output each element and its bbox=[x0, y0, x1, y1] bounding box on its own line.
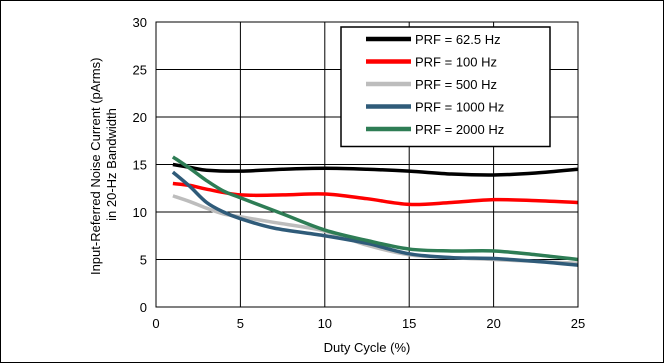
legend-label: PRF = 500 Hz bbox=[415, 77, 497, 92]
legend-box bbox=[340, 26, 551, 148]
y-tick-label: 20 bbox=[133, 110, 147, 125]
y-axis-label-line-1: Input-Referred Noise Current (pArms) bbox=[88, 58, 103, 275]
y-tick-label: 15 bbox=[133, 158, 147, 173]
y-tick-label: 5 bbox=[140, 253, 147, 268]
y-axis-ticks: 0 5 10 15 20 25 30 bbox=[133, 15, 147, 315]
y-axis-label-line-2: in 20-Hz Bandwidth bbox=[104, 108, 119, 221]
x-tick-label: 25 bbox=[571, 316, 585, 331]
legend-label: PRF = 2000 Hz bbox=[415, 122, 504, 137]
legend-label: PRF = 1000 Hz bbox=[415, 100, 504, 115]
legend: PRF = 62.5 Hz PRF = 100 Hz PRF = 500 Hz PRF… bbox=[340, 26, 551, 148]
x-tick-label: 0 bbox=[152, 316, 159, 331]
x-tick-label: 10 bbox=[318, 316, 332, 331]
legend-label: PRF = 62.5 Hz bbox=[415, 32, 501, 47]
y-tick-label: 30 bbox=[133, 15, 147, 30]
y-tick-label: 0 bbox=[140, 300, 147, 315]
x-axis-label: Duty Cycle (%) bbox=[324, 340, 411, 355]
x-tick-label: 15 bbox=[402, 316, 416, 331]
x-axis-ticks: 0 5 10 15 20 25 bbox=[152, 316, 585, 331]
series-line-2 bbox=[172, 181, 579, 207]
legend-label: PRF = 100 Hz bbox=[415, 55, 497, 70]
series-line-1 bbox=[172, 162, 579, 177]
y-tick-label: 25 bbox=[133, 63, 147, 78]
plot-area bbox=[155, 21, 579, 308]
series-line-4 bbox=[171, 170, 579, 267]
x-tick-label: 20 bbox=[486, 316, 500, 331]
y-tick-label: 10 bbox=[133, 205, 147, 220]
y-axis-label: Input-Referred Noise Current (pArms) in … bbox=[88, 54, 119, 275]
series-line-5 bbox=[171, 155, 579, 262]
series-group bbox=[171, 155, 579, 267]
x-tick-label: 5 bbox=[237, 316, 244, 331]
